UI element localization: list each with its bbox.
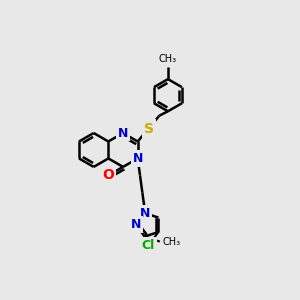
Text: CH₃: CH₃ <box>159 54 177 64</box>
Text: CH₃: CH₃ <box>162 237 180 247</box>
Text: O: O <box>102 168 114 182</box>
Text: N: N <box>140 207 150 220</box>
Text: N: N <box>131 218 141 231</box>
Text: S: S <box>144 122 154 136</box>
Text: N: N <box>118 127 128 140</box>
Text: Cl: Cl <box>142 239 155 252</box>
Text: N: N <box>133 152 143 165</box>
